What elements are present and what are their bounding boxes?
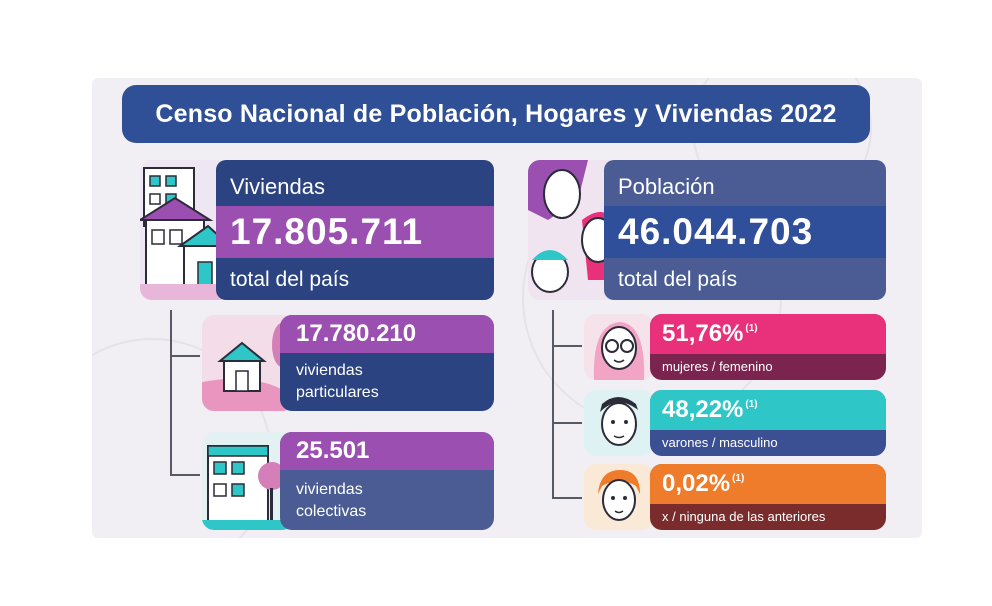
viviendas-particulares-line2: particulares xyxy=(296,384,379,401)
mujeres-footnote: (1) xyxy=(745,322,758,334)
houses-illustration xyxy=(140,160,230,300)
ninguna-percent-value: 0,02% xyxy=(662,470,731,497)
tree-connector-branch xyxy=(170,474,200,476)
viviendas-label: Viviendas xyxy=(230,174,325,199)
varones-label: varones / masculino xyxy=(662,435,778,450)
poblacion-label: Población xyxy=(618,174,715,199)
man-face-icon xyxy=(584,390,654,456)
viviendas-total-value: 17.805.711 xyxy=(216,206,494,258)
viviendas-colectivas-line1: viviendas xyxy=(296,481,363,498)
tree-connector xyxy=(552,310,554,498)
viviendas-particulares-line1: viviendas xyxy=(296,362,363,379)
poblacion-sublabel: total del país xyxy=(618,268,738,291)
viviendas-particulares-value: 17.780.210 xyxy=(280,315,494,353)
house-illustration xyxy=(202,315,294,411)
tree-connector-branch xyxy=(552,497,582,499)
tree-connector-branch xyxy=(170,355,200,357)
mujeres-label: mujeres / femenino xyxy=(662,359,773,374)
mujeres-box: 51,76% (1) mujeres / femenino xyxy=(650,314,886,380)
viviendas-total-box: Viviendas 17.805.711 total del país xyxy=(216,160,494,300)
varones-footnote: (1) xyxy=(745,398,758,410)
page-title: Censo Nacional de Población, Hogares y V… xyxy=(122,85,870,143)
ninguna-label: x / ninguna de las anteriores xyxy=(662,509,826,524)
varones-box: 48,22% (1) varones / masculino xyxy=(650,390,886,456)
ninguna-footnote: (1) xyxy=(732,472,745,484)
viviendas-colectivas-value: 25.501 xyxy=(280,432,494,470)
viviendas-colectivas-box: 25.501 viviendas colectivas xyxy=(280,432,494,530)
viviendas-colectivas-line2: colectivas xyxy=(296,503,367,520)
varones-percent: 48,22% (1) xyxy=(650,390,886,430)
poblacion-total-value: 46.044.703 xyxy=(604,206,886,258)
mujeres-percent: 51,76% (1) xyxy=(650,314,886,354)
tree-connector-branch xyxy=(552,422,582,424)
viviendas-sublabel: total del país xyxy=(230,268,350,291)
building-illustration xyxy=(202,432,294,530)
mujeres-percent-value: 51,76% xyxy=(662,320,744,347)
tree-connector xyxy=(170,310,172,475)
woman-face-icon xyxy=(584,314,654,380)
ninguna-percent: 0,02% (1) xyxy=(650,464,886,504)
poblacion-total-box: Población 46.044.703 total del país xyxy=(604,160,886,300)
tree-connector-branch xyxy=(552,345,582,347)
viviendas-particulares-box: 17.780.210 viviendas particulares xyxy=(280,315,494,411)
person-face-icon xyxy=(584,464,654,530)
ninguna-box: 0,02% (1) x / ninguna de las anteriores xyxy=(650,464,886,530)
varones-percent-value: 48,22% xyxy=(662,396,744,423)
